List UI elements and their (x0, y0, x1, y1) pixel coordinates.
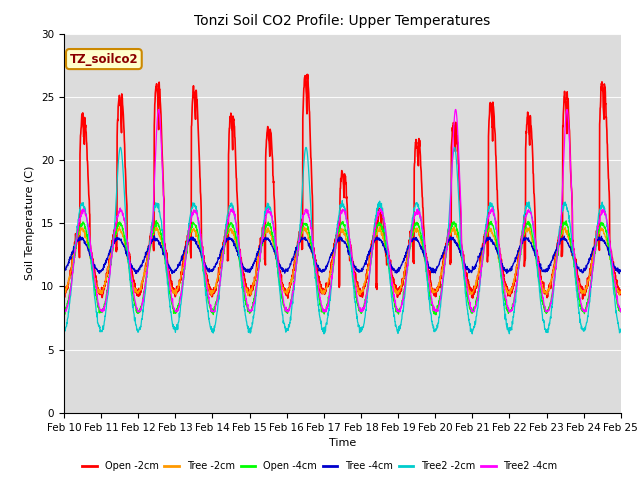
Tree2 -4cm (371, 225, 379, 230)
Tree2 -2cm (320, 331, 328, 337)
Tree2 -4cm (155, 107, 163, 112)
Tree2 -4cm (617, 309, 625, 314)
Tree2 -2cm (60, 329, 68, 335)
Line: Tree2 -2cm: Tree2 -2cm (64, 147, 621, 334)
Tree -2cm (376, 224, 384, 229)
Title: Tonzi Soil CO2 Profile: Upper Temperatures: Tonzi Soil CO2 Profile: Upper Temperatur… (195, 14, 490, 28)
Tree2 -4cm (584, 303, 591, 309)
Open -2cm (371, 222, 379, 228)
Tree -2cm (584, 281, 591, 287)
Open -2cm (359, 289, 367, 295)
Tree -2cm (371, 233, 379, 239)
Line: Open -2cm: Open -2cm (64, 74, 621, 299)
Tree -2cm (568, 253, 576, 259)
Tree2 -2cm (371, 222, 379, 228)
Open -4cm (505, 309, 513, 314)
Open -4cm (584, 300, 591, 305)
Open -4cm (617, 309, 625, 315)
Open -2cm (617, 287, 625, 293)
Tree -2cm (617, 288, 625, 294)
Open -4cm (568, 248, 576, 253)
Y-axis label: Soil Temperature (C): Soil Temperature (C) (26, 166, 35, 280)
Tree -4cm (216, 255, 223, 261)
Legend: Open -2cm, Tree -2cm, Open -4cm, Tree -4cm, Tree2 -2cm, Tree2 -4cm: Open -2cm, Tree -2cm, Open -4cm, Tree -4… (79, 457, 561, 475)
Tree -4cm (504, 269, 512, 275)
Tree2 -4cm (60, 308, 68, 313)
Tree2 -4cm (505, 306, 513, 312)
Line: Tree -4cm: Tree -4cm (64, 236, 621, 274)
Tree2 -2cm (216, 289, 223, 295)
Open -2cm (216, 266, 223, 272)
Open -2cm (584, 275, 591, 281)
Tree -4cm (150, 233, 158, 239)
Tree -4cm (617, 269, 625, 275)
Tree -2cm (244, 293, 252, 299)
Line: Tree -2cm: Tree -2cm (64, 227, 621, 296)
X-axis label: Time: Time (329, 438, 356, 448)
Open -4cm (432, 312, 440, 318)
Open -2cm (504, 291, 512, 297)
Tree2 -4cm (359, 305, 367, 311)
Open -4cm (371, 234, 379, 240)
Tree2 -2cm (451, 144, 458, 150)
Tree2 -2cm (617, 328, 625, 334)
Tree -2cm (216, 268, 223, 274)
Line: Open -4cm: Open -4cm (64, 221, 621, 315)
Open -4cm (216, 283, 223, 288)
Tree2 -4cm (568, 199, 576, 204)
Tree -4cm (371, 237, 379, 243)
Line: Tree2 -4cm: Tree2 -4cm (64, 109, 621, 312)
Tree -4cm (584, 262, 591, 267)
Tree -4cm (568, 249, 575, 255)
Open -2cm (303, 72, 311, 77)
Tree -2cm (60, 288, 68, 294)
Tree -4cm (60, 266, 68, 272)
Open -4cm (359, 306, 367, 312)
Open -2cm (568, 190, 575, 196)
Open -4cm (152, 218, 160, 224)
Tree2 -2cm (359, 325, 367, 331)
Tree2 -2cm (505, 328, 513, 334)
Text: TZ_soilco2: TZ_soilco2 (70, 53, 138, 66)
Open -2cm (579, 296, 586, 302)
Tree2 -4cm (61, 309, 68, 314)
Open -2cm (60, 290, 68, 296)
Tree -2cm (359, 287, 367, 292)
Tree2 -2cm (568, 240, 576, 246)
Tree2 -4cm (216, 283, 223, 289)
Tree -4cm (616, 271, 623, 276)
Tree2 -2cm (584, 314, 591, 320)
Tree -2cm (505, 289, 513, 295)
Tree -4cm (359, 266, 367, 272)
Open -4cm (60, 309, 68, 315)
